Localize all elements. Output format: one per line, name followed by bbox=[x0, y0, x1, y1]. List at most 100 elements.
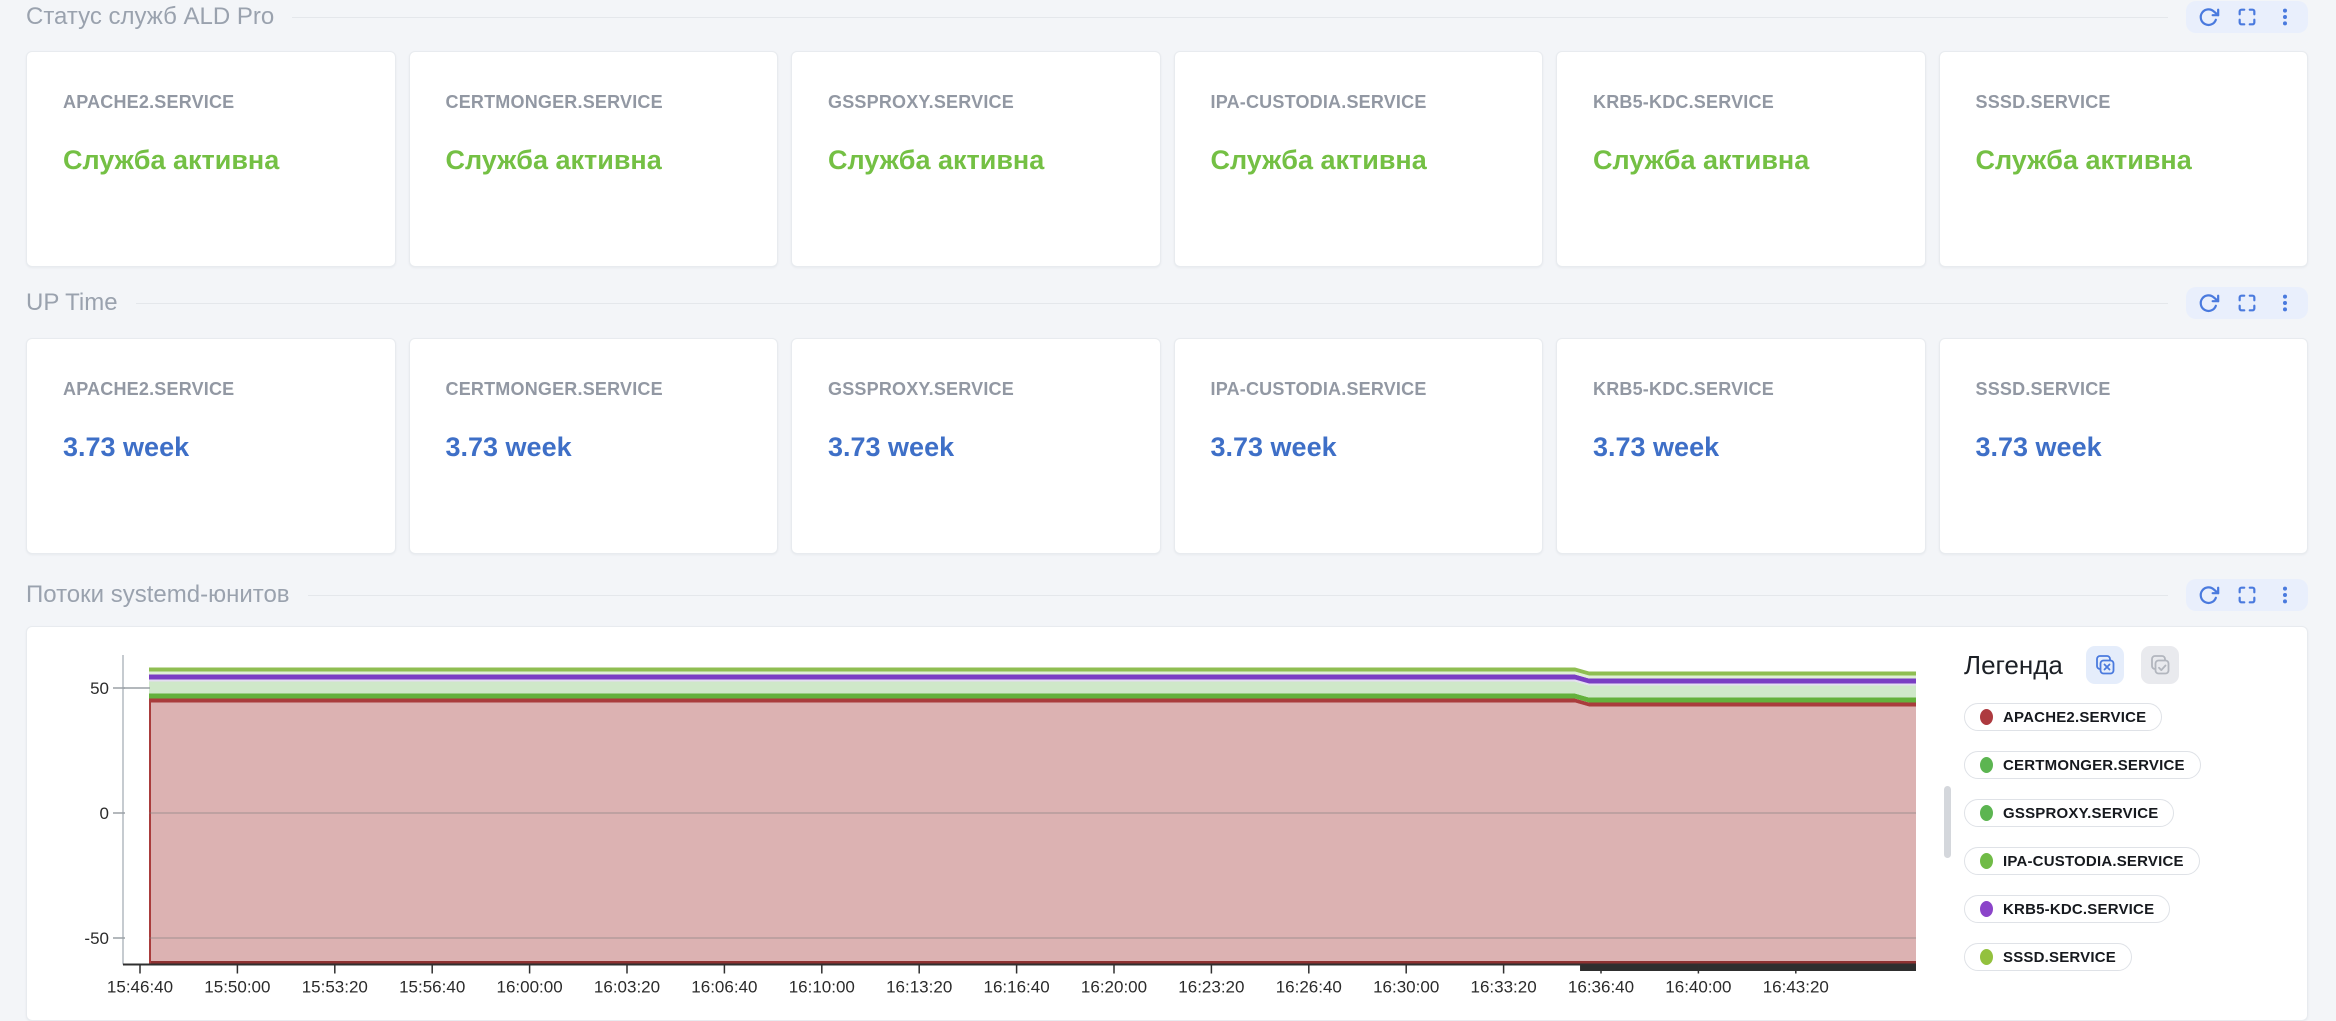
kebab-menu-button[interactable] bbox=[2274, 6, 2296, 28]
x-axis-tick-label: 16:06:40 bbox=[691, 978, 757, 997]
series-color-dot bbox=[1980, 709, 1993, 725]
card-title: SSSD.SERVICE bbox=[1975, 92, 2111, 112]
stat-card: GSSPROXY.SERVICE 3.73 week bbox=[791, 338, 1161, 554]
fullscreen-button[interactable] bbox=[2236, 6, 2258, 28]
card-value: Служба активна bbox=[445, 145, 662, 175]
legend-item-label: CERTMONGER.SERVICE bbox=[2003, 756, 2185, 774]
chart-layer-certmonger-line bbox=[149, 693, 1916, 703]
chart-legend: Легенда bbox=[1964, 646, 2201, 971]
stat-card: KRB5-KDC.SERVICE Служба активна bbox=[1556, 51, 1926, 267]
series-color-dot bbox=[1980, 901, 1993, 917]
legend-item[interactable]: CERTMONGER.SERVICE bbox=[1964, 751, 2201, 779]
card-title: CERTMONGER.SERVICE bbox=[445, 379, 663, 399]
refresh-icon bbox=[2198, 292, 2220, 314]
card-title: APACHE2.SERVICE bbox=[63, 379, 235, 399]
y-axis-tick-label: 0 bbox=[100, 804, 109, 823]
card-title: SSSD.SERVICE bbox=[1975, 379, 2111, 399]
legend-scrollbar-thumb[interactable] bbox=[1944, 786, 1951, 858]
refresh-button[interactable] bbox=[2198, 584, 2220, 606]
section-title: Потоки systemd-юнитов bbox=[26, 581, 290, 608]
panel-toolbar bbox=[2186, 287, 2308, 319]
x-axis-tick-label: 16:30:00 bbox=[1373, 978, 1439, 997]
series-color-dot bbox=[1980, 805, 1993, 821]
legend-item[interactable]: KRB5-KDC.SERVICE bbox=[1964, 895, 2171, 923]
systemd-flows-chart[interactable]: 50 0 -50 15:46:40 15:50:00 15:53:20 15:56:40 16… bbox=[27, 627, 1957, 1017]
series-color-dot bbox=[1980, 757, 1993, 773]
legend-item-label: APACHE2.SERVICE bbox=[2003, 708, 2147, 726]
chart-layer-ipa-custodia-band bbox=[149, 679, 1916, 686]
card-title: CERTMONGER.SERVICE bbox=[445, 92, 663, 112]
card-title: KRB5-KDC.SERVICE bbox=[1593, 379, 1774, 399]
card-value: 3.73 week bbox=[828, 432, 955, 462]
section-service-status: Статус служб ALD Pro bbox=[26, 0, 2308, 267]
fullscreen-icon bbox=[2236, 584, 2258, 606]
chart-layer-gssproxy-band bbox=[149, 681, 1916, 698]
card-value: 3.73 week bbox=[445, 432, 572, 462]
legend-items: APACHE2.SERVICE CERTMONGER.SERVICE GSSPR… bbox=[1964, 703, 2201, 971]
section-header: Потоки systemd-юнитов bbox=[26, 576, 2308, 614]
uptime-cards-row: APACHE2.SERVICE 3.73 week CERTMONGER.SER… bbox=[26, 338, 2308, 554]
section-systemd-flows: Потоки systemd-юнитов bbox=[26, 576, 2308, 1021]
legend-item[interactable]: GSSPROXY.SERVICE bbox=[1964, 799, 2175, 827]
refresh-button[interactable] bbox=[2198, 292, 2220, 314]
kebab-menu-button[interactable] bbox=[2274, 292, 2296, 314]
x-axis-tick-label: 16:13:20 bbox=[886, 978, 952, 997]
series-color-dot bbox=[1980, 949, 1993, 965]
legend-item[interactable]: APACHE2.SERVICE bbox=[1964, 703, 2163, 731]
stat-card: IPA-CUSTODIA.SERVICE 3.73 week bbox=[1173, 338, 1543, 554]
legend-item-label: GSSPROXY.SERVICE bbox=[2003, 804, 2159, 822]
card-value: 3.73 week bbox=[63, 432, 190, 462]
card-value: Служба активна bbox=[1593, 145, 1810, 175]
legend-item[interactable]: IPA-CUSTODIA.SERVICE bbox=[1964, 847, 2200, 875]
header-divider bbox=[135, 302, 2168, 304]
x-axis-tick-label: 15:50:00 bbox=[204, 978, 270, 997]
stat-card: IPA-CUSTODIA.SERVICE Служба активна bbox=[1173, 51, 1543, 267]
fullscreen-button[interactable] bbox=[2236, 584, 2258, 606]
fullscreen-button[interactable] bbox=[2236, 292, 2258, 314]
panel-toolbar bbox=[2186, 1, 2308, 33]
legend-item-label: IPA-CUSTODIA.SERVICE bbox=[2003, 852, 2184, 870]
stat-card: KRB5-KDC.SERVICE 3.73 week bbox=[1556, 338, 1926, 554]
refresh-button[interactable] bbox=[2198, 6, 2220, 28]
section-title: UP Time bbox=[26, 289, 118, 316]
fullscreen-icon bbox=[2236, 6, 2258, 28]
chart-layer-krb5-kdc-line bbox=[149, 674, 1916, 684]
panel-toolbar-pill bbox=[2186, 579, 2308, 611]
deselect-all-icon bbox=[2093, 653, 2117, 677]
legend-title: Легенда bbox=[1964, 649, 2063, 680]
x-axis-tick-label: 16:16:40 bbox=[984, 978, 1050, 997]
card-value: Служба активна bbox=[63, 145, 280, 175]
x-axis-tick-label: 16:20:00 bbox=[1081, 978, 1147, 997]
chart-layer-apache2-area bbox=[149, 702, 1916, 961]
card-title: GSSPROXY.SERVICE bbox=[828, 92, 1014, 112]
kebab-menu-icon bbox=[2274, 584, 2296, 606]
stat-card: SSSD.SERVICE 3.73 week bbox=[1938, 338, 2308, 554]
kebab-menu-icon bbox=[2274, 6, 2296, 28]
legend-item[interactable]: SSSD.SERVICE bbox=[1964, 943, 2132, 971]
select-all-icon bbox=[2148, 653, 2172, 677]
x-axis-tick-label: 16:36:40 bbox=[1568, 978, 1634, 997]
legend-header: Легенда bbox=[1964, 646, 2201, 684]
header-divider bbox=[292, 16, 2168, 18]
x-axis-tick-label: 16:40:00 bbox=[1665, 978, 1731, 997]
stat-card: APACHE2.SERVICE Служба активна bbox=[26, 51, 396, 267]
stat-card: GSSPROXY.SERVICE Служба активна bbox=[791, 51, 1161, 267]
kebab-menu-icon bbox=[2274, 292, 2296, 314]
x-axis-tick-label: 16:10:00 bbox=[789, 978, 855, 997]
x-axis-tick-label: 16:23:20 bbox=[1178, 978, 1244, 997]
legend-select-all-button[interactable] bbox=[2140, 646, 2179, 684]
stat-card: SSSD.SERVICE Служба активна bbox=[1938, 51, 2308, 267]
y-axis-tick-label: -50 bbox=[84, 929, 109, 948]
panel-toolbar bbox=[2186, 579, 2308, 611]
fullscreen-icon bbox=[2236, 292, 2258, 314]
stat-card: CERTMONGER.SERVICE 3.73 week bbox=[408, 338, 778, 554]
kebab-menu-button[interactable] bbox=[2274, 584, 2296, 606]
refresh-icon bbox=[2198, 6, 2220, 28]
stat-card: CERTMONGER.SERVICE Служба активна bbox=[408, 51, 778, 267]
series-color-dot bbox=[1980, 853, 1993, 869]
card-value: Служба активна bbox=[828, 145, 1045, 175]
status-cards-row: APACHE2.SERVICE Служба активна CERTMONGE… bbox=[26, 51, 2308, 267]
card-value: 3.73 week bbox=[1593, 432, 1720, 462]
legend-deselect-all-button[interactable] bbox=[2085, 646, 2124, 684]
